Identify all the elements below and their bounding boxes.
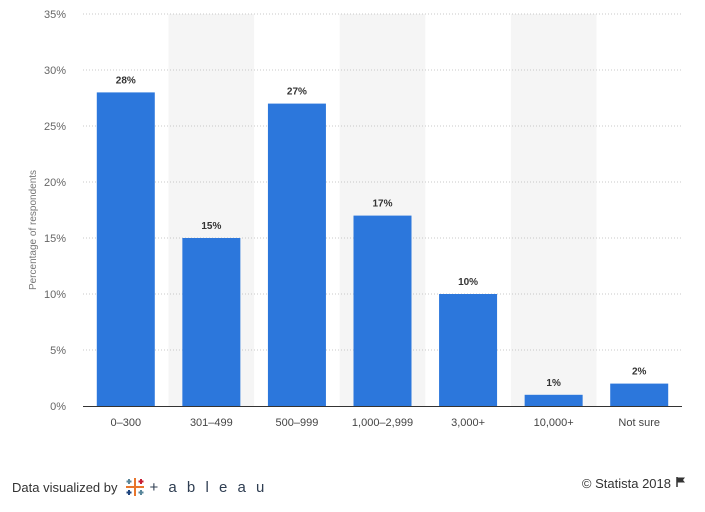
bar-2[interactable]: [267, 103, 326, 406]
bar-3[interactable]: [353, 215, 412, 406]
copyright-text: © Statista 2018: [581, 476, 671, 491]
y-tick-label: 35%: [44, 9, 66, 21]
tableau-link[interactable]: + a b l e a u: [124, 476, 268, 498]
data-label-3: 17%: [372, 199, 392, 210]
x-tick-label-1: 301–499: [190, 417, 233, 429]
y-tick-label: 10%: [44, 289, 66, 301]
background-bands: [168, 14, 597, 406]
data-label-6: 2%: [632, 367, 647, 378]
bar-1[interactable]: [182, 238, 241, 406]
x-tick-label-3: 1,000–2,999: [352, 417, 413, 429]
data-label-4: 10%: [458, 277, 478, 288]
bar-4[interactable]: [439, 294, 498, 406]
y-tick-label: 15%: [44, 233, 66, 245]
y-tick-label: 0%: [50, 401, 66, 413]
flag-icon[interactable]: [675, 476, 687, 491]
bar-5[interactable]: [524, 394, 583, 406]
data-label-1: 15%: [201, 221, 221, 232]
x-tick-label-5: 10,000+: [534, 417, 574, 429]
tableau-logo-icon: [125, 478, 144, 496]
y-axis-ticks: 0% 5% 10% 15% 20% 25% 30% 35%: [44, 9, 66, 413]
attribution-text: Data visualized by: [12, 479, 118, 495]
x-tick-label-2: 500–999: [276, 417, 319, 429]
data-label-2: 27%: [287, 87, 307, 98]
copyright: © Statista 2018: [582, 476, 687, 491]
y-tick-label: 25%: [44, 121, 66, 133]
band-5: [510, 14, 597, 406]
x-tick-label-4: 3,000+: [451, 417, 485, 429]
x-tick-label-0: 0–300: [110, 417, 141, 429]
bars: [96, 92, 669, 407]
x-axis-categories: 0–300 301–499 500–999 1,000–2,999 3,000+ 10,0…: [110, 417, 660, 429]
data-labels: 28% 15% 27% 17% 10% 1% 2%: [116, 75, 647, 388]
data-label-5: 1%: [546, 378, 561, 389]
x-tick-label-6: Not sure: [618, 417, 660, 429]
bar-0[interactable]: [96, 92, 155, 407]
y-axis-title: Percentage of respondents: [28, 170, 39, 290]
bar-6[interactable]: [610, 383, 669, 406]
y-tick-label: 5%: [50, 345, 66, 357]
data-label-0: 28%: [116, 75, 136, 86]
y-tick-label: 30%: [44, 65, 66, 77]
y-tick-label: 20%: [44, 177, 66, 189]
tableau-wordmark: + a b l e a u: [149, 478, 268, 496]
attribution: Data visualized by + a b l e a u: [12, 476, 267, 498]
